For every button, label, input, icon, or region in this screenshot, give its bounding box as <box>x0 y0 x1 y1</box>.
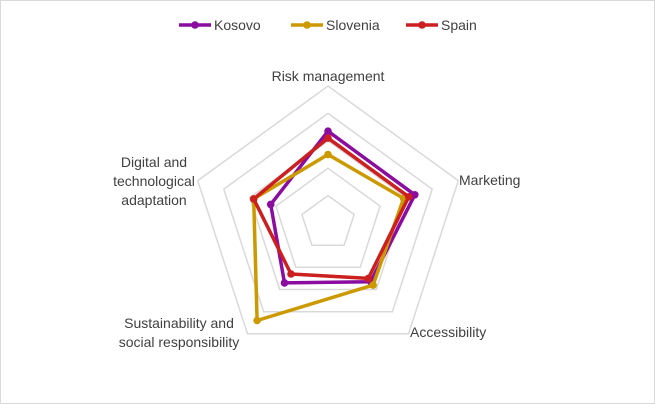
legend-label-slovenia: Slovenia <box>326 17 380 33</box>
legend-item-kosovo: Kosovo <box>179 17 261 33</box>
series-line-spain <box>251 136 411 281</box>
legend-marker-spain <box>418 21 426 29</box>
series-line-kosovo <box>268 129 417 285</box>
grid-ring-3 <box>248 139 408 291</box>
point-spain-2 <box>364 274 373 283</box>
grid-ring-1 <box>301 194 355 246</box>
axis-label-2: Accessibility <box>410 324 486 340</box>
point-kosovo-0 <box>324 127 332 135</box>
legend-item-slovenia: Slovenia <box>291 17 380 33</box>
axis-label-1: Marketing <box>459 172 520 188</box>
axis-label-4: Digital and technological adaptation <box>113 154 195 208</box>
point-slovenia-2 <box>369 281 377 289</box>
legend-item-spain: Spain <box>406 17 477 33</box>
point-spain-3 <box>287 270 295 278</box>
series-slovenia <box>249 150 408 325</box>
axis-label-0: Risk management <box>272 68 385 84</box>
series-line-slovenia <box>251 152 406 323</box>
grid-ring-5 <box>196 85 460 335</box>
series-kosovo <box>266 127 419 287</box>
legend: Kosovo Slovenia Spain <box>179 17 477 33</box>
series-spain <box>249 134 413 283</box>
grid-ring-2 <box>275 167 381 269</box>
point-kosovo-1 <box>411 191 419 199</box>
axis-labels: Risk management Marketing Accessibility Sus… <box>113 68 520 350</box>
point-slovenia-3 <box>253 316 261 325</box>
point-spain-0 <box>324 134 332 142</box>
point-kosovo-4 <box>266 200 275 209</box>
grid-ring-4 <box>222 112 434 313</box>
legend-label-kosovo: Kosovo <box>214 17 261 33</box>
radar-grid <box>196 85 460 335</box>
legend-marker-kosovo <box>191 21 199 29</box>
legend-label-spain: Spain <box>441 17 477 33</box>
point-kosovo-3 <box>280 279 289 287</box>
legend-marker-slovenia <box>303 21 311 29</box>
point-spain-4 <box>249 195 258 203</box>
axis-label-3: Sustainability and social responsibility <box>119 315 240 350</box>
series-layer <box>249 127 419 325</box>
point-slovenia-0 <box>324 150 332 159</box>
point-spain-1 <box>405 193 413 201</box>
